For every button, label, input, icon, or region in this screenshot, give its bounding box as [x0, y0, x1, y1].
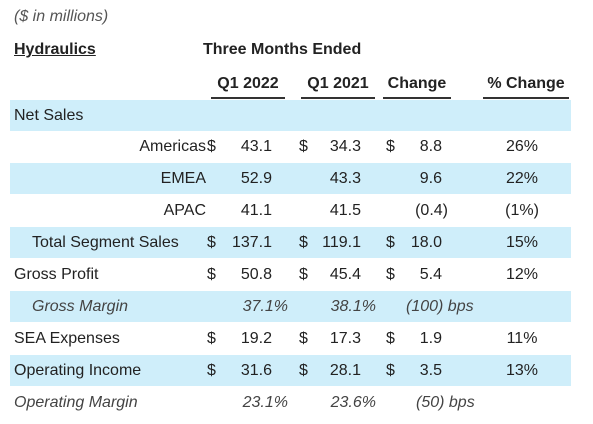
column-header-pct-change: % Change [483, 73, 569, 99]
column-header-q1-2022: Q1 2022 [211, 73, 285, 99]
currency-symbol: $ [299, 138, 308, 155]
row-label: Gross Profit [14, 266, 99, 283]
row-label: Operating Income [14, 362, 142, 379]
segment-title: Hydraulics [14, 41, 96, 58]
table-row-gross-margin: Gross Margin 37.1% 38.1% (100) bps [10, 291, 571, 322]
currency-symbol: $ [207, 138, 216, 155]
table-row-net-sales: Net Sales [10, 100, 571, 131]
value-q1-2021: 43.3 [329, 170, 361, 187]
value-q1-2022: 23.1% [242, 394, 288, 411]
value-q1-2021: 45.4 [329, 266, 361, 283]
currency-symbol: $ [207, 234, 216, 251]
table-row-operating-margin: Operating Margin 23.1% 23.6% (50) bps [10, 387, 571, 418]
value-change: (0.4) [415, 202, 448, 219]
row-label: APAC [163, 202, 206, 219]
period-title: Three Months Ended [203, 41, 362, 58]
column-header-change: Change [383, 73, 451, 99]
currency-symbol: $ [207, 330, 216, 347]
value-q1-2021: 23.6% [330, 394, 376, 411]
table-row-total-segment-sales: Total Segment Sales $ 137.1 $ 119.1 $ 18… [10, 227, 571, 258]
value-change: (100) bps [406, 298, 474, 315]
value-pct-change: 22% [505, 170, 539, 187]
currency-symbol: $ [207, 266, 216, 283]
value-q1-2022: 137.1 [231, 234, 272, 251]
value-q1-2022: 31.6 [240, 362, 272, 379]
currency-symbol: $ [386, 330, 395, 347]
currency-symbol: $ [386, 266, 395, 283]
value-pct-change: 26% [505, 138, 539, 155]
currency-symbol: $ [386, 138, 395, 155]
value-pct-change: (1%) [505, 202, 539, 219]
value-pct-change: 13% [505, 362, 539, 379]
value-change: 8.8 [419, 138, 442, 155]
value-q1-2021: 34.3 [329, 138, 361, 155]
currency-symbol: $ [386, 234, 395, 251]
currency-symbol: $ [299, 330, 308, 347]
currency-symbol: $ [299, 266, 308, 283]
units-caption: ($ in millions) [14, 8, 109, 25]
row-label: Gross Margin [32, 298, 129, 315]
value-pct-change: 15% [505, 234, 539, 251]
value-change: (50) bps [416, 394, 475, 411]
currency-symbol: $ [207, 362, 216, 379]
table-row-apac: APAC 41.1 41.5 (0.4) (1%) [10, 195, 571, 226]
value-q1-2022: 41.1 [240, 202, 272, 219]
value-change: 9.6 [419, 170, 442, 187]
value-q1-2021: 119.1 [322, 234, 361, 251]
value-q1-2022: 19.2 [240, 330, 272, 347]
row-label: Total Segment Sales [32, 234, 179, 251]
value-change: 18.0 [410, 234, 442, 251]
table-row-emea: EMEA 52.9 43.3 9.6 22% [10, 163, 571, 194]
currency-symbol: $ [386, 362, 395, 379]
value-q1-2022: 37.1% [242, 298, 288, 315]
value-q1-2021: 38.1% [330, 298, 376, 315]
currency-symbol: $ [299, 362, 308, 379]
value-pct-change: 11% [506, 330, 538, 347]
value-change: 1.9 [419, 330, 442, 347]
row-label: SEA Expenses [14, 330, 120, 347]
row-label: Net Sales [14, 107, 84, 124]
table-row-operating-income: Operating Income $ 31.6 $ 28.1 $ 3.5 13% [10, 355, 571, 386]
row-label: Americas [139, 138, 206, 155]
value-pct-change: 12% [505, 266, 539, 283]
table-row-gross-profit: Gross Profit $ 50.8 $ 45.4 $ 5.4 12% [10, 259, 571, 290]
value-q1-2021: 28.1 [329, 362, 361, 379]
value-q1-2022: 52.9 [240, 170, 272, 187]
value-q1-2022: 43.1 [240, 138, 272, 155]
value-q1-2022: 50.8 [240, 266, 272, 283]
value-change: 3.5 [419, 362, 442, 379]
table-row-sea-expenses: SEA Expenses $ 19.2 $ 17.3 $ 1.9 11% [10, 323, 571, 354]
row-label: Operating Margin [14, 394, 138, 411]
row-label: EMEA [160, 170, 206, 187]
value-change: 5.4 [419, 266, 442, 283]
currency-symbol: $ [299, 234, 308, 251]
table-row-americas: Americas $ 43.1 $ 34.3 $ 8.8 26% [10, 131, 571, 162]
value-q1-2021: 17.3 [329, 330, 361, 347]
column-header-q1-2021: Q1 2021 [301, 73, 375, 99]
value-q1-2021: 41.5 [329, 202, 361, 219]
